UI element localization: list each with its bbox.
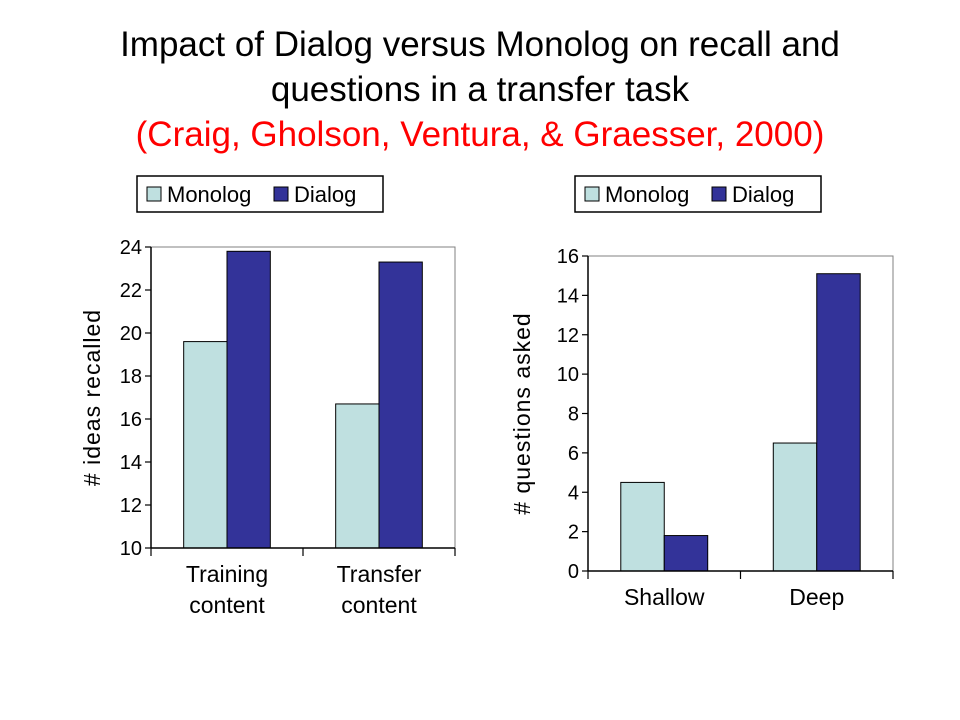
legend-label-dialog: Dialog [732,182,794,207]
y-tick-label: 20 [120,323,142,345]
bar-dialog-2 [378,261,423,549]
y-tick-label: 8 [568,404,579,426]
y-axis-title: # questions asked [509,312,535,514]
y-tick-label: 4 [568,482,579,504]
y-tick-label: 2 [568,522,579,544]
bar-monolog-2 [335,403,380,549]
y-tick-label: 24 [120,237,142,259]
legend-label-monolog: Monolog [605,182,689,207]
legend-label-dialog: Dialog [294,182,356,207]
y-tick-label: 14 [557,285,579,307]
slide-title: Impact of Dialog versus Monolog on recal… [0,22,960,157]
legend: Monolog Dialog [574,175,822,213]
bar-monolog-1 [183,341,228,549]
x-category-label: content [189,592,265,618]
bar-monolog-2 [772,442,818,572]
x-category-label: Deep [789,584,844,610]
bar-monolog-1 [620,481,665,572]
title-line-1: Impact of Dialog versus Monolog on recal… [120,25,840,64]
bar-dialog-1 [663,535,709,572]
y-tick-label: 16 [557,246,579,268]
bar-dialog-2 [816,273,861,572]
chart-1: Monolog Dialog 10 12 14 16 18 20 22 24 Training con… [79,175,456,618]
y-tick-label: 10 [557,364,579,386]
legend: Monolog Dialog [136,175,384,213]
legend-swatch-dialog [711,186,727,202]
legend-swatch-monolog [146,186,162,202]
x-category-label: Transfer [337,561,422,587]
title-line-2: questions in a transfer task [270,70,690,109]
legend-swatch-dialog [273,186,289,202]
legend-label-monolog: Monolog [167,182,251,207]
y-axis-title: # ideas recalled [79,309,105,486]
x-category-label: content [341,592,417,618]
y-tick-label: 12 [120,495,142,517]
title-citation: (Craig, Gholson, Ventura, & Graesser, 20… [135,115,825,154]
x-category-label: Training [186,561,268,587]
legend-swatch-monolog [584,186,600,202]
y-tick-label: 10 [120,538,142,560]
legend-box [136,175,384,213]
y-tick-label: 0 [568,561,579,583]
x-category-label: Shallow [624,584,705,610]
y-tick-label: 14 [120,452,142,474]
bar-dialog-1 [226,250,271,549]
y-tick-label: 16 [120,409,142,431]
chart-2: Monolog Dialog 0 2 4 6 8 10 12 14 16 Shallow Deep # q… [509,175,894,610]
legend-box [574,175,822,213]
y-tick-label: 12 [557,325,579,347]
y-tick-label: 22 [120,280,142,302]
y-tick-label: 18 [120,366,142,388]
y-tick-label: 6 [568,443,579,465]
